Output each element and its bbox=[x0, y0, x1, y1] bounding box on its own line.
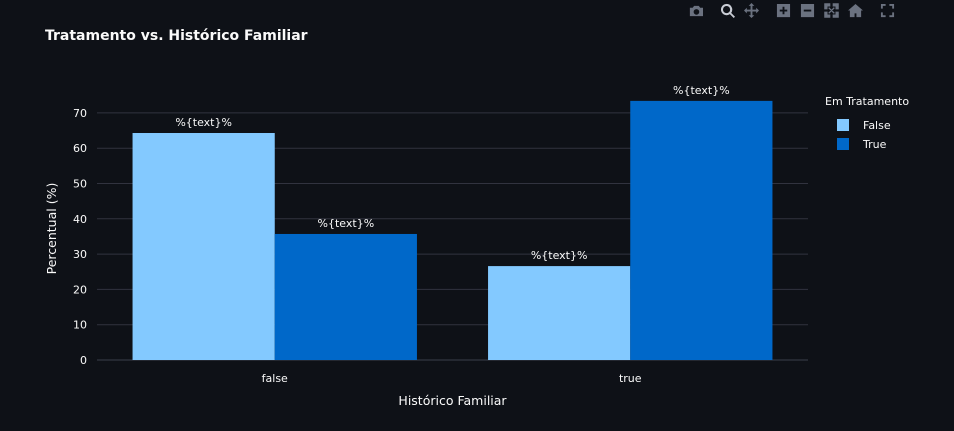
y-tick-label: 40 bbox=[73, 213, 87, 226]
x-tick-label: true bbox=[619, 372, 642, 385]
y-tick-label: 70 bbox=[73, 107, 87, 120]
y-tick-label: 20 bbox=[73, 283, 87, 296]
autoscale-button[interactable] bbox=[820, 0, 842, 20]
zoom-out-icon bbox=[800, 3, 814, 17]
home-button[interactable] bbox=[844, 0, 866, 20]
chart-modebar bbox=[684, 0, 898, 20]
zoom-button[interactable] bbox=[716, 0, 738, 20]
bar-true-false[interactable] bbox=[274, 233, 417, 360]
y-tick-label: 0 bbox=[80, 354, 87, 367]
zoom-out-button[interactable] bbox=[796, 0, 818, 20]
autoscale-icon bbox=[823, 2, 839, 18]
zoom-icon bbox=[720, 3, 735, 18]
y-tick-label: 50 bbox=[73, 177, 87, 190]
legend-swatch-true[interactable] bbox=[837, 138, 849, 150]
zoom-in-icon bbox=[776, 3, 790, 17]
y-tick-label: 10 bbox=[73, 319, 87, 332]
camera-icon bbox=[689, 5, 703, 16]
bar-data-label: %{text}% bbox=[318, 217, 375, 230]
camera-button[interactable] bbox=[684, 0, 706, 20]
fullscreen-button[interactable] bbox=[876, 0, 898, 20]
home-icon bbox=[847, 3, 863, 17]
bar-data-label: %{text}% bbox=[531, 249, 588, 262]
bar-false-false[interactable] bbox=[132, 133, 275, 360]
pan-button[interactable] bbox=[740, 0, 762, 20]
legend-swatch-false[interactable] bbox=[837, 119, 849, 131]
pan-icon bbox=[743, 2, 759, 18]
x-tick-label: false bbox=[262, 372, 288, 385]
legend-label-true[interactable]: True bbox=[862, 138, 887, 151]
bar-false-true[interactable] bbox=[488, 266, 631, 360]
y-tick-label: 30 bbox=[73, 248, 87, 261]
zoom-in-button[interactable] bbox=[772, 0, 794, 20]
x-axis-title: Histórico Familiar bbox=[398, 393, 507, 408]
bar-true-true[interactable] bbox=[630, 100, 773, 360]
y-axis-title: Percentual (%) bbox=[44, 183, 59, 275]
bar-data-label: %{text}% bbox=[175, 116, 232, 129]
chart-title: Tratamento vs. Histórico Familiar bbox=[45, 28, 308, 44]
legend-title: Em Tratamento bbox=[825, 95, 909, 108]
legend-label-false[interactable]: False bbox=[863, 119, 891, 132]
bar-data-label: %{text}% bbox=[673, 84, 730, 97]
y-tick-label: 60 bbox=[73, 142, 87, 155]
fullscreen-icon bbox=[880, 3, 894, 17]
